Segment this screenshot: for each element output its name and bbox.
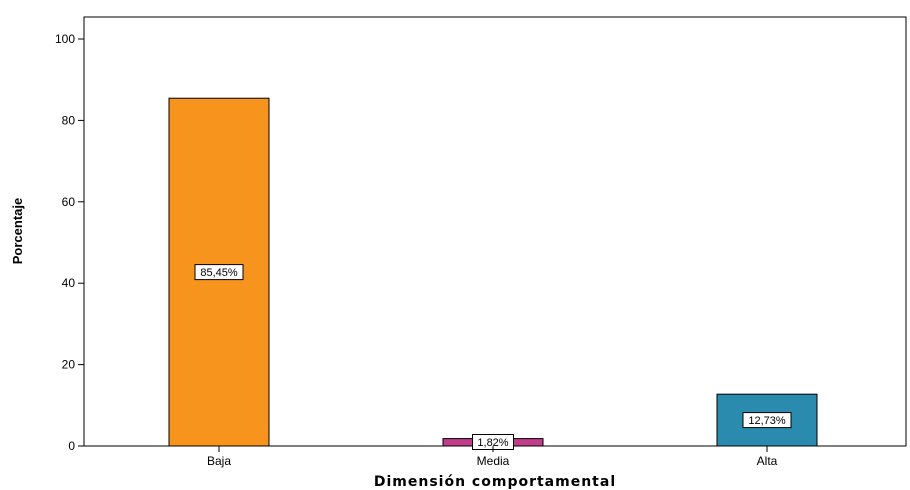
data-label-alta: 12,73% (748, 415, 786, 427)
x-tick-label-baja: Baja (207, 454, 231, 468)
x-tick-label-alta: Alta (757, 454, 778, 468)
x-axis-title: Dimensión comportamental (374, 474, 616, 490)
data-label-baja: 85,45% (200, 267, 238, 279)
y-tick-label-40: 40 (62, 276, 76, 290)
y-axis: 0 20 40 60 80 100 (55, 32, 84, 453)
x-axis: Baja Media Alta (207, 446, 778, 468)
y-tick-label-80: 80 (62, 113, 76, 127)
data-label-box-alta (742, 412, 792, 429)
y-axis-title: Porcentaje (10, 198, 25, 264)
data-label-media: 1,82% (477, 437, 508, 449)
y-tick-label-100: 100 (55, 32, 75, 46)
y-tick-label-0: 0 (68, 439, 75, 453)
x-tick-label-media: Media (477, 454, 510, 468)
y-tick-label-20: 20 (62, 358, 76, 372)
data-label-box-baja (194, 264, 244, 281)
bars-group: 85,45% 1,82% 12,73% (168, 97, 818, 450)
y-tick-label-60: 60 (62, 195, 76, 209)
